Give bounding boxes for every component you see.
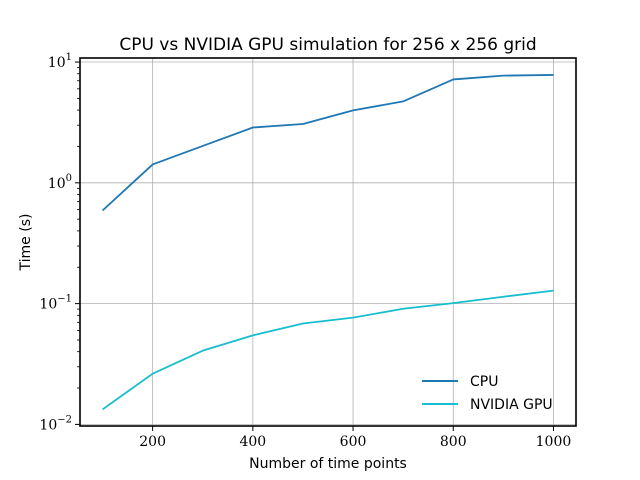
chart-title: CPU vs NVIDIA GPU simulation for 256 x 2… xyxy=(119,35,536,55)
y-tick-label: 10−1 xyxy=(39,294,72,313)
series-line-nvidia-gpu xyxy=(102,289,554,411)
legend-label-nvidia-gpu: NVIDIA GPU xyxy=(470,397,553,413)
x-tick-label: 800 xyxy=(440,434,467,450)
x-axis-label: Number of time points xyxy=(249,456,407,472)
x-tick-label: 200 xyxy=(139,434,166,450)
x-tick-label: 400 xyxy=(239,434,266,450)
y-tick-label: 100 xyxy=(48,173,72,192)
series-line-cpu xyxy=(101,74,554,212)
grid-lines xyxy=(80,58,576,426)
legend-label-cpu: CPU xyxy=(470,374,498,390)
y-axis-label: Time (s) xyxy=(18,214,34,272)
y-tick-label: 101 xyxy=(48,52,72,71)
legend: CPU NVIDIA GPU xyxy=(422,374,553,413)
series-lines xyxy=(101,74,554,411)
y-tick-label: 10−2 xyxy=(39,414,72,433)
plot-frame xyxy=(79,57,577,427)
x-tick-label: 600 xyxy=(340,434,367,450)
axis-ticks: 200 400 600 800 1000 10−2 10−1 100 101 xyxy=(39,52,571,450)
x-tick-label: 1000 xyxy=(536,434,572,450)
